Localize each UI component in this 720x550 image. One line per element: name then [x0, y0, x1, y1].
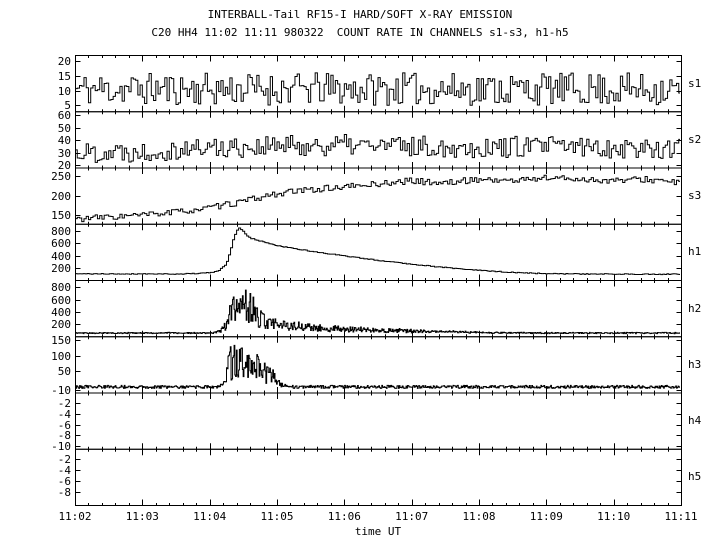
xtick-label: 11:06	[327, 510, 361, 523]
ytick-label-s1: 10	[57, 85, 71, 98]
ytick-label-h4: -4	[57, 408, 71, 421]
xtick-label: 11:07	[395, 510, 429, 523]
ytick-label-h4: -6	[57, 419, 71, 432]
chart-title: INTERBALL-Tail RF15-I HARD/SOFT X-RAY EM…	[207, 8, 513, 21]
ytick-label-h2: 600	[51, 294, 71, 307]
ytick-label-s2: 30	[57, 147, 71, 160]
chart-subtitle: C20 HH4 11:02 11:11 980322 COUNT RATE IN…	[151, 26, 569, 39]
ytick-label-h3: 50	[57, 365, 71, 378]
ytick-label-h2: 400	[51, 306, 71, 319]
ytick-label-h2: 200	[51, 318, 71, 331]
ytick-label-s2: 40	[57, 134, 71, 147]
ytick-label-h1: 200	[51, 262, 71, 275]
xtick-label: 11:11	[664, 510, 698, 523]
ytick-label-h4: -10	[51, 440, 71, 453]
ytick-label-h3: 150	[51, 334, 71, 347]
xtick-label: 11:08	[462, 510, 496, 523]
xtick-label: 11:03	[125, 510, 159, 523]
ytick-label-s2: 50	[57, 122, 71, 135]
ytick-label-h4: -2	[57, 397, 71, 410]
xtick-label: 11:02	[58, 510, 92, 523]
ytick-label-s3: 150	[51, 209, 71, 222]
ytick-label-h4: -8	[57, 429, 71, 442]
ytick-label-h2: 800	[51, 281, 71, 294]
ytick-label-s2: 60	[57, 109, 71, 122]
ytick-label-s3: 200	[51, 190, 71, 203]
ytick-label-h1: 800	[51, 225, 71, 238]
panel-label-h2: h2	[688, 301, 702, 315]
ytick-label-s1: 20	[57, 55, 71, 68]
ytick-label-h1: 400	[51, 250, 71, 263]
ytick-label-s1: 15	[57, 70, 71, 83]
ytick-label-h3: 100	[51, 350, 71, 363]
xtick-label: 11:10	[597, 510, 631, 523]
ytick-label-h5: -2	[57, 453, 71, 466]
ytick-label-s1: 5	[64, 99, 71, 112]
panel-label-h3: h3	[688, 357, 702, 371]
xtick-label: 11:05	[260, 510, 294, 523]
panel-label-s2: s2	[688, 132, 702, 146]
panel-label-h4: h4	[688, 414, 702, 428]
x-axis-label: time UT	[354, 525, 402, 538]
ytick-label-s2: 20	[57, 159, 71, 172]
xtick-label: 11:04	[193, 510, 227, 523]
ytick-label-h5: -6	[57, 475, 71, 488]
ytick-label-h3: -10	[51, 384, 71, 397]
ytick-label-h5: -4	[57, 464, 71, 477]
panel-label-s3: s3	[688, 189, 702, 203]
panel-label-s1: s1	[688, 76, 702, 90]
ytick-label-s3: 250	[51, 170, 71, 183]
ytick-label-h5: -8	[57, 486, 71, 499]
ytick-label-h1: 600	[51, 237, 71, 250]
panel-label-h1: h1	[688, 245, 702, 259]
xtick-label: 11:09	[529, 510, 563, 523]
panel-label-h5: h5	[688, 470, 702, 484]
